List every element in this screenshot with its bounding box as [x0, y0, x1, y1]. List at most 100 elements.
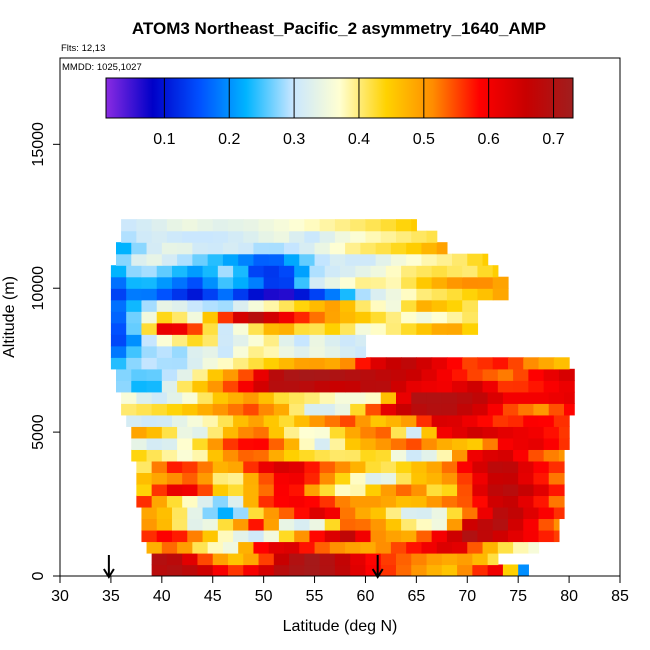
heatmap-cell — [355, 414, 372, 427]
heatmap-cell — [289, 219, 305, 232]
heatmap-cell — [324, 345, 341, 358]
heatmap-cell — [121, 230, 137, 243]
heatmap-cell — [553, 506, 565, 520]
heatmap-cell — [151, 552, 168, 566]
heatmap-cell — [228, 552, 244, 566]
heatmap-cell — [289, 564, 305, 576]
heatmap-cell — [212, 230, 229, 243]
heatmap-cell — [172, 311, 188, 324]
heatmap-cell — [482, 449, 499, 462]
heatmap-cell — [131, 426, 148, 439]
heatmap-cell — [390, 449, 407, 462]
heatmap-cell — [156, 265, 173, 278]
heatmap-cell — [294, 518, 311, 531]
heatmap-cell — [375, 368, 392, 381]
heatmap-cell — [172, 529, 188, 543]
heatmap-cell — [187, 357, 204, 370]
heatmap-cell — [268, 368, 285, 381]
heatmap-cell — [278, 311, 295, 324]
heatmap-cell — [151, 391, 168, 404]
heatmap-cell — [370, 357, 387, 370]
heatmap-cell — [202, 299, 219, 312]
heatmap-cell — [375, 253, 392, 266]
heatmap-cell — [217, 265, 234, 278]
heatmap-cell — [248, 414, 265, 427]
heatmap-cell — [457, 472, 473, 485]
heatmap-cell — [355, 276, 372, 289]
heatmap-cell — [431, 299, 448, 312]
heatmap-cell — [380, 460, 397, 473]
heatmap-cell — [228, 483, 244, 497]
heatmap-cell — [166, 552, 183, 566]
heatmap-cell — [340, 265, 356, 278]
heatmap-cell — [238, 437, 255, 450]
heatmap-cell — [477, 276, 494, 289]
heatmap-cell — [528, 449, 545, 462]
heatmap-cell — [156, 276, 173, 289]
heatmap-cell — [406, 426, 423, 439]
heatmap-cell — [126, 322, 143, 335]
heatmap-cell — [309, 529, 326, 543]
heatmap-cell — [467, 437, 484, 450]
heatmap-cell — [156, 345, 173, 358]
heatmap-cell — [222, 368, 239, 381]
heatmap-cell — [263, 334, 280, 347]
heatmap-cell — [294, 265, 311, 278]
heatmap-cell — [284, 449, 300, 462]
heatmap-cell — [411, 230, 428, 243]
heatmap-cell — [446, 311, 463, 324]
heatmap-cell — [421, 541, 438, 554]
heatmap-cell — [426, 495, 443, 508]
heatmap-cell — [324, 322, 341, 335]
heatmap-cell — [401, 322, 417, 335]
heatmap-cell — [472, 564, 489, 576]
heatmap-cell — [212, 483, 229, 497]
heatmap-cell — [172, 288, 188, 301]
heatmap-cell — [202, 311, 219, 324]
heatmap-cell — [324, 357, 341, 370]
heatmap-cell — [543, 437, 560, 450]
heatmap-cell — [233, 414, 249, 427]
heatmap-cell — [141, 311, 158, 324]
heatmap-cell — [375, 437, 392, 450]
heatmap-cell — [131, 242, 148, 255]
heatmap-cell — [528, 437, 545, 450]
heatmap-cell — [182, 552, 199, 566]
heatmap-cell — [462, 506, 479, 520]
heatmap-cell — [421, 368, 438, 381]
heatmap-cell — [375, 426, 392, 439]
heatmap-cell — [248, 529, 265, 543]
heatmap-cell — [533, 460, 550, 473]
heatmap-cell — [238, 242, 255, 255]
heatmap-cell — [166, 403, 183, 416]
heatmap-cell — [294, 529, 311, 543]
heatmap-cell — [161, 253, 178, 266]
heatmap-cell — [564, 391, 575, 404]
heatmap-cell — [355, 518, 372, 531]
heatmap-cell — [324, 518, 341, 531]
heatmap-cell — [467, 253, 484, 266]
heatmap-cell — [243, 552, 260, 566]
heatmap-cell — [431, 518, 448, 531]
heatmap-cell — [141, 506, 158, 520]
heatmap-cell — [411, 472, 428, 485]
heatmap-cell — [436, 449, 453, 462]
heatmap-cell — [233, 345, 249, 358]
heatmap-cell — [513, 449, 529, 462]
heatmap-cell — [299, 541, 316, 554]
heatmap-cell — [502, 460, 519, 473]
heatmap-cell — [355, 265, 372, 278]
heatmap-cell — [340, 414, 356, 427]
heatmap-cell — [110, 334, 127, 347]
heatmap-cell — [238, 380, 255, 393]
heatmap-cell — [538, 506, 555, 520]
heatmap-cell — [421, 380, 438, 393]
heatmap-cell — [350, 219, 367, 232]
heatmap-cell — [441, 391, 458, 404]
heatmap-cell — [375, 541, 392, 554]
heatmap-cell — [258, 391, 275, 404]
heatmap-cell — [334, 230, 351, 243]
heatmap-cell — [548, 483, 565, 497]
heatmap-cell — [340, 299, 356, 312]
heatmap-cell — [457, 403, 473, 416]
